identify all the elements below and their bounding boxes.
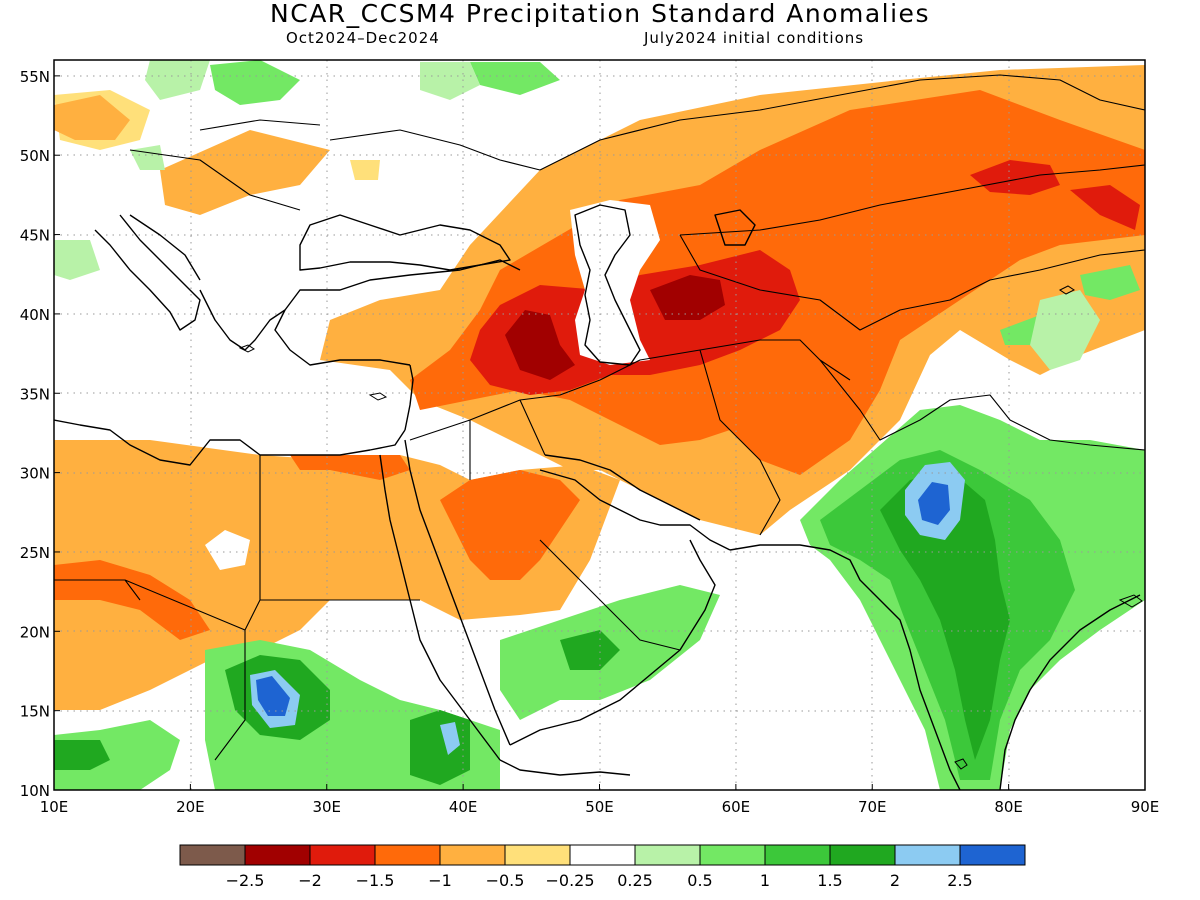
coastline-italy: [94, 214, 201, 331]
map-title: NCAR_CCSM4 Precipitation Standard Anomal…: [270, 0, 930, 28]
lon-tick-label: 90E: [1131, 798, 1160, 816]
forecast-period: Oct2024–Dec2024: [286, 29, 440, 47]
coastline-gulf-north: [544, 454, 701, 521]
dry-core-mongolia: [970, 160, 1140, 230]
wet-sudan-deep: [256, 676, 290, 716]
coastline-india-west: [729, 544, 961, 790]
coastline-horn-africa: [499, 759, 631, 776]
islands: [238, 285, 1143, 770]
colorbar-label: −1.5: [356, 871, 395, 890]
colorbar-label: 1: [760, 871, 770, 890]
coastline-turkey: [274, 259, 521, 366]
lon-tick-label: 40E: [449, 798, 478, 816]
lat-tick-label: 20N: [20, 623, 50, 641]
colorbar-swatch: [699, 844, 766, 866]
coastline-aral: [714, 209, 756, 246]
colorbar-swatch: [309, 844, 376, 866]
anomaly-shading: [54, 60, 1145, 790]
lon-tick-label: 70E: [858, 798, 887, 816]
colorbar-label: 2.5: [947, 871, 972, 890]
colorbar-swatch: [439, 844, 506, 866]
lon-tick-label: 50E: [585, 798, 614, 816]
colorbar-label: −2.5: [226, 871, 265, 890]
lat-tick-label: 30N: [20, 465, 50, 483]
lon-tick-label: 20E: [176, 798, 205, 816]
colorbar-label: −0.25: [545, 871, 594, 890]
border-lines: [54, 74, 1145, 761]
coastline-india-east: [999, 594, 1141, 790]
colorbar: −2.5 −2 −1.5 −1 −0.5 −0.25 0.25 0.5 1 1.5 2 2.5: [179, 844, 1026, 890]
lat-tick-label: 45N: [20, 227, 50, 245]
coastline-levant: [404, 364, 414, 431]
colorbar-swatch: [504, 844, 571, 866]
colorbar-swatch: [634, 844, 701, 866]
map-plot-area: [54, 60, 1145, 790]
lon-tick-label: 80E: [994, 798, 1023, 816]
lat-lon-grid: [54, 60, 1145, 790]
wet-region-north-light: [54, 60, 1100, 370]
colorbar-swatch: [374, 844, 441, 866]
colorbar-label: 0.5: [687, 871, 712, 890]
colorbar-label: −0.5: [486, 871, 525, 890]
colorbar-label: 2: [890, 871, 900, 890]
coastlines-and-borders: [54, 74, 1145, 790]
coastline-adriatic: [129, 214, 201, 281]
lat-tick-label: 15N: [20, 703, 50, 721]
coastline-persian-gulf: [539, 469, 731, 551]
coastline-caspian: [574, 204, 641, 366]
colorbar-label: −2: [298, 871, 322, 890]
dry-region-arabia-strong: [54, 455, 580, 640]
colorbar-swatch: [829, 844, 896, 866]
wet-region-east-africa: [54, 585, 720, 790]
colorbar-swatch: [179, 844, 246, 866]
colorbar-swatch: [894, 844, 961, 866]
colorbar-swatch: [244, 844, 311, 866]
lat-tick-label: 25N: [20, 544, 50, 562]
colorbar-label: −1: [428, 871, 452, 890]
lon-tick-label: 60E: [722, 798, 751, 816]
coastline-arabia-south: [509, 539, 716, 746]
lat-tick-label: 10N: [20, 782, 50, 800]
lat-tick-label: 35N: [20, 385, 50, 403]
coastline-black-sea: [299, 214, 511, 271]
lon-tick-label: 30E: [312, 798, 341, 816]
coastline-greece: [199, 289, 286, 351]
colorbar-label: 1.5: [817, 871, 842, 890]
colorbar-swatch: [959, 844, 1026, 866]
dry-europe: [54, 95, 330, 215]
lat-tick-label: 40N: [20, 306, 50, 324]
colorbar-swatch: [764, 844, 831, 866]
axes: 10E 20E 30E 40E 50E 60E 70E 80E 90E 10N 15N 20N 25N 3…: [20, 68, 1160, 816]
lat-tick-label: 50N: [20, 147, 50, 165]
caspian-white: [570, 200, 660, 365]
coastline-red-sea-east: [404, 439, 511, 746]
initial-conditions-label: July2024 initial conditions: [644, 29, 865, 47]
lat-tick-label: 55N: [20, 68, 50, 86]
colorbar-swatch: [569, 844, 636, 866]
dry-core-iran-max: [505, 275, 725, 380]
white-pocket-sahara: [205, 530, 250, 570]
coastline-north-africa: [54, 419, 406, 466]
lon-tick-label: 10E: [40, 798, 69, 816]
wet-region-india-strong: [880, 470, 1010, 760]
dry-south-black-sea: [54, 90, 380, 180]
wet-region-sudan-strong: [54, 630, 620, 785]
wet-india-deep: [918, 482, 950, 525]
colorbar-label: 0.25: [617, 871, 653, 890]
